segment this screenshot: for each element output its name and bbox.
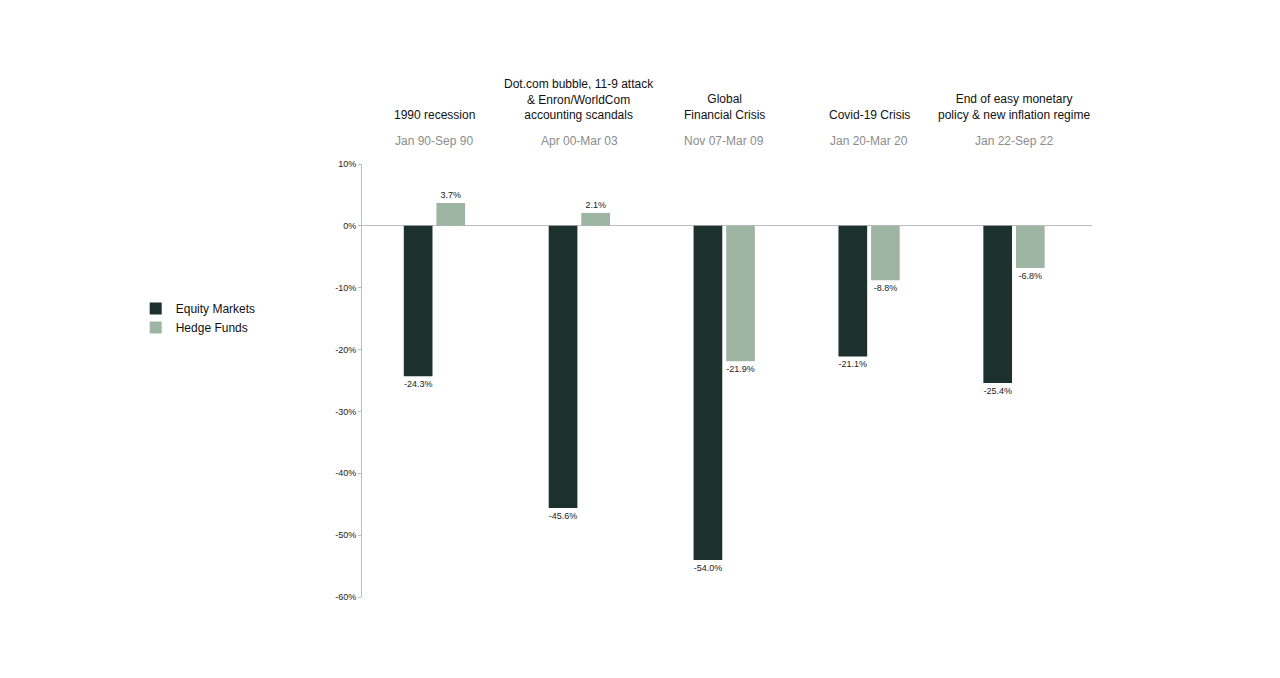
svg-text:Covid-19 Crisis: Covid-19 Crisis [829,108,910,122]
svg-text:Apr 00-Mar 03: Apr 00-Mar 03 [541,134,618,148]
svg-text:-60%: -60% [335,592,356,602]
svg-text:-54.0%: -54.0% [694,563,723,573]
svg-text:1990 recession: 1990 recession [394,108,475,122]
svg-text:-21.1%: -21.1% [839,359,868,369]
svg-text:Jan 20-Mar 20: Jan 20-Mar 20 [830,134,908,148]
svg-text:-20%: -20% [335,345,356,355]
svg-text:2.1%: 2.1% [585,200,606,210]
svg-text:-10%: -10% [335,283,356,293]
svg-text:3.7%: 3.7% [440,190,461,200]
svg-text:Jan 22-Sep 22: Jan 22-Sep 22 [975,134,1053,148]
svg-text:GlobalFinancial Crisis: GlobalFinancial Crisis [684,92,765,122]
svg-text:-6.8%: -6.8% [1019,271,1043,281]
svg-text:Hedge Funds: Hedge Funds [176,321,248,335]
svg-text:Dot.com bubble, 11-9 attack& E: Dot.com bubble, 11-9 attack& Enron/World… [504,77,654,122]
svg-text:-25.4%: -25.4% [983,386,1012,396]
svg-text:End of easy monetarypolicy & n: End of easy monetarypolicy & new inflati… [938,92,1090,122]
svg-text:-40%: -40% [335,468,356,478]
svg-text:-50%: -50% [335,530,356,540]
svg-text:-21.9%: -21.9% [726,364,755,374]
svg-text:-24.3%: -24.3% [404,379,433,389]
svg-text:-30%: -30% [335,407,356,417]
svg-text:Equity Markets: Equity Markets [176,302,255,316]
svg-text:Nov 07-Mar 09: Nov 07-Mar 09 [684,134,764,148]
svg-text:-8.8%: -8.8% [874,283,898,293]
svg-text:-45.6%: -45.6% [549,511,578,521]
svg-text:10%: 10% [338,159,356,169]
svg-text:Jan 90-Sep 90: Jan 90-Sep 90 [395,134,473,148]
svg-text:0%: 0% [343,221,356,231]
